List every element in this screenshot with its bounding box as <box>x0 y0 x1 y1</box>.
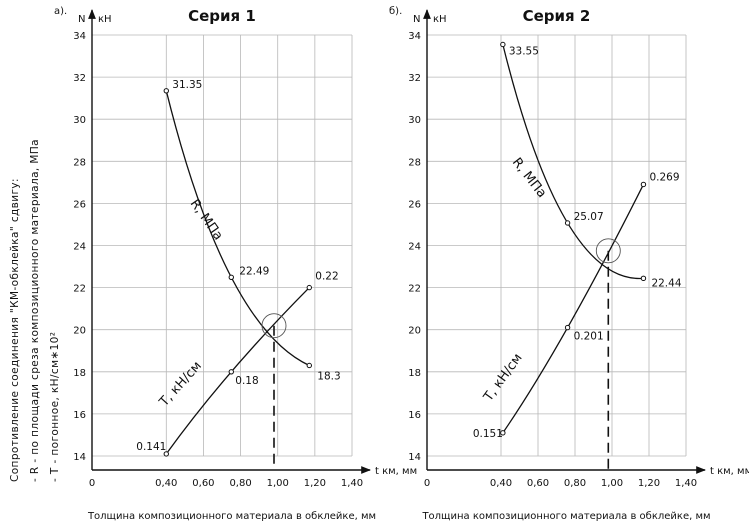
y-unit-label: кН <box>98 14 112 25</box>
series-t-name: T, кН/см <box>481 351 526 405</box>
series-r-data-label: 18.3 <box>317 370 340 382</box>
y-tick-label: 18 <box>408 368 421 379</box>
x-tick-label: 1,20 <box>304 478 326 489</box>
series-t-point <box>306 284 312 291</box>
y-tick-label: 34 <box>73 31 86 42</box>
series-t-point <box>640 181 647 188</box>
y-tick-label: 16 <box>408 410 421 421</box>
x-tick-label: 0,40 <box>490 478 512 489</box>
y-tick-label: 18 <box>73 368 86 379</box>
series-t-point <box>564 324 571 331</box>
y-tick-label: 28 <box>408 157 421 168</box>
y-tick-label: 14 <box>73 452 86 463</box>
x-tick-label: 0 <box>89 478 95 489</box>
y-axis-name: N <box>78 14 85 25</box>
x-tick-label: 0,80 <box>564 478 586 489</box>
series-r-data-label: 25.07 <box>574 211 604 223</box>
y-tick-label: 20 <box>73 326 86 337</box>
series-t-point <box>228 369 234 375</box>
series-r-point <box>306 362 312 369</box>
x-tick-label: 1,40 <box>341 478 363 489</box>
y-tick-label: 20 <box>408 326 421 337</box>
x-axis-label: Толщина композиционного материала в обкл… <box>87 511 376 522</box>
x-tick-label: 1,00 <box>601 478 623 489</box>
y-tick-label: 24 <box>408 242 421 253</box>
x-tick-label: 0,60 <box>527 478 549 489</box>
y-tick-label: 28 <box>73 157 86 168</box>
series-t-point <box>500 430 506 436</box>
y-tick-label: 24 <box>73 242 86 253</box>
chart-panel-series-1: а). N кН Серия 1 t км, мм Толщина композицион… <box>54 6 417 522</box>
y-axis-title: Сопротивление соединения "КМ-обклейка" с… <box>9 139 61 482</box>
series-r-data-label: 22.44 <box>651 277 681 289</box>
x-tick-label: 0,80 <box>229 478 251 489</box>
y-tick-label: 14 <box>408 452 421 463</box>
x-tick-label: 1,00 <box>267 478 289 489</box>
panel-letter: а). <box>54 6 67 17</box>
series-r-data-label: 31.35 <box>172 79 202 91</box>
x-tick-label: 0 <box>424 478 430 489</box>
y-axis-title-line-3: - T - погонное, кН/см∗10² <box>49 332 61 482</box>
series-t-point <box>163 451 169 457</box>
series-r-data-label: 22.49 <box>239 265 269 277</box>
intersection-circle <box>595 238 621 264</box>
series-t-data-label: 0.151 <box>473 428 503 440</box>
chart-title: Серия 1 <box>188 7 256 25</box>
y-tick-label: 32 <box>73 73 86 84</box>
series-r-curve <box>165 90 310 367</box>
x-axis-name: t км, мм <box>375 466 417 477</box>
series-t-name: T, кН/см <box>156 359 205 411</box>
x-tick-label: 0,60 <box>192 478 214 489</box>
series-t-data-label: 0.269 <box>649 171 679 183</box>
y-axis-title-line-2: - R - по площади среза композиционного м… <box>29 139 41 482</box>
chart-panel-series-2: б). N кН Серия 2 t км, мм Толщина композицион… <box>389 6 749 522</box>
series-r-point <box>228 274 234 280</box>
y-axis-name: N <box>413 14 420 25</box>
x-tick-label: 0,40 <box>155 478 177 489</box>
panel-letter: б). <box>389 6 402 17</box>
y-tick-label: 22 <box>408 284 421 295</box>
y-tick-label: 22 <box>73 284 86 295</box>
y-tick-label: 26 <box>408 199 421 210</box>
series-t-data-label: 0.18 <box>235 375 258 387</box>
series-t-data-label: 0.201 <box>574 331 604 343</box>
series-r-point <box>640 275 647 282</box>
y-tick-label: 16 <box>73 410 86 421</box>
series-t-data-label: 0.22 <box>315 271 338 283</box>
y-tick-label: 34 <box>408 31 421 42</box>
y-tick-label: 32 <box>408 73 421 84</box>
series-t-data-label: 0.141 <box>136 441 166 453</box>
x-axis-name: t км, мм <box>710 466 749 477</box>
x-axis-label: Толщина композиционного материала в обкл… <box>421 511 710 522</box>
y-axis-title-line-1: Сопротивление соединения "КМ-обклейка" с… <box>9 178 21 482</box>
y-unit-label: кН <box>433 14 447 25</box>
series-r-point <box>564 220 571 226</box>
x-tick-label: 1,40 <box>675 478 697 489</box>
series-r-name: R, МПа <box>509 155 549 201</box>
y-tick-label: 26 <box>73 199 86 210</box>
series-r-point <box>500 41 506 48</box>
chart-title: Серия 2 <box>523 7 591 25</box>
series-r-data-label: 33.55 <box>509 45 539 57</box>
y-tick-label: 30 <box>73 115 86 126</box>
y-tick-label: 30 <box>408 115 421 126</box>
series-r-point <box>163 88 169 94</box>
intersection-circle <box>261 313 287 339</box>
x-tick-label: 1,20 <box>638 478 660 489</box>
